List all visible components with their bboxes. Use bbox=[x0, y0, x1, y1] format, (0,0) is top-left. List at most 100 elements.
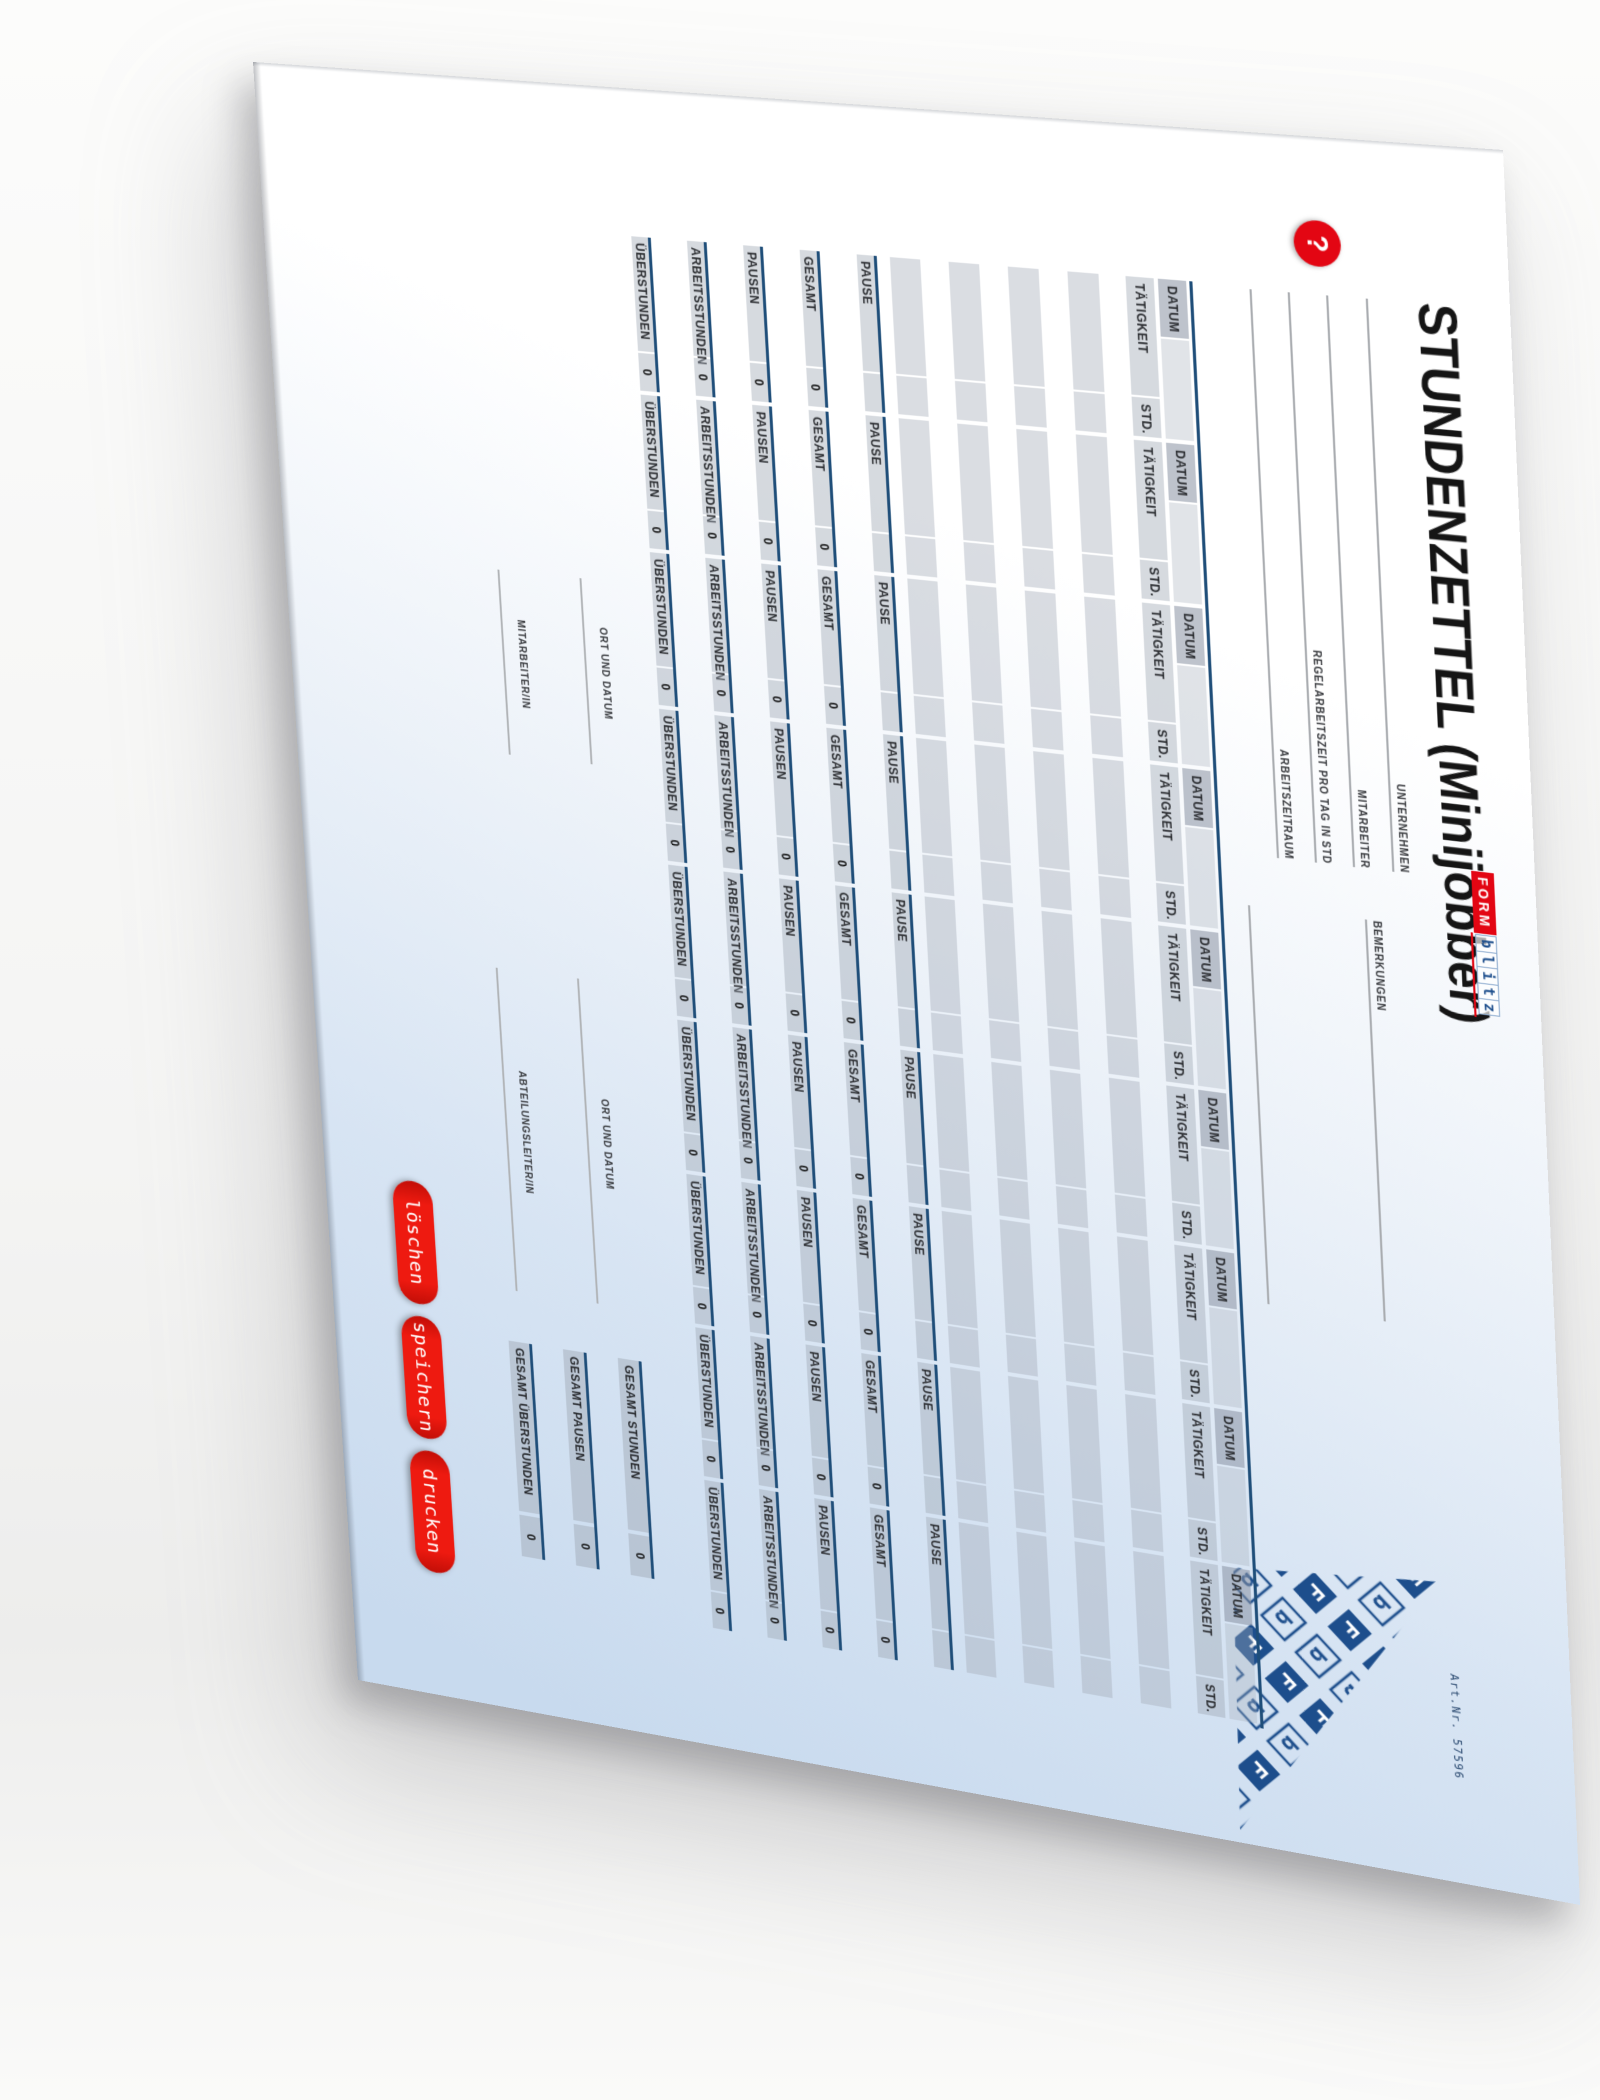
activity-entry-cell[interactable] bbox=[1049, 1069, 1087, 1189]
pause-value-cell[interactable] bbox=[898, 1008, 917, 1048]
bemerkungen-line-2[interactable] bbox=[1247, 905, 1270, 1305]
activity-entry-cell[interactable] bbox=[915, 737, 953, 857]
date-entry-cell[interactable] bbox=[1193, 987, 1226, 1090]
hours-entry-cell[interactable] bbox=[1030, 708, 1064, 751]
hours-entry-cell[interactable] bbox=[1081, 553, 1115, 596]
date-entry-cell[interactable] bbox=[1177, 665, 1211, 768]
activity-entry-cell[interactable] bbox=[1058, 1227, 1095, 1347]
hours-entry-cell[interactable] bbox=[1130, 1509, 1164, 1553]
activity-entry-cell[interactable] bbox=[982, 903, 1020, 1023]
activity-entry-cell[interactable] bbox=[1041, 910, 1078, 1030]
activity-entry-cell[interactable] bbox=[991, 1061, 1028, 1181]
hours-entry-cell[interactable] bbox=[980, 861, 1013, 904]
pause-value-cell[interactable] bbox=[932, 1630, 951, 1670]
activity-entry-cell[interactable] bbox=[1084, 596, 1121, 717]
activity-entry-cell[interactable] bbox=[999, 1219, 1036, 1338]
hours-entry-cell[interactable] bbox=[1106, 1035, 1140, 1078]
activity-entry-cell[interactable] bbox=[907, 578, 944, 698]
activity-entry-cell[interactable] bbox=[1125, 1394, 1162, 1513]
hours-entry-cell[interactable] bbox=[922, 854, 955, 897]
hours-entry-cell[interactable] bbox=[989, 1020, 1022, 1062]
hours-entry-cell[interactable] bbox=[1014, 1490, 1047, 1533]
activity-entry-cell[interactable] bbox=[1067, 271, 1105, 393]
activity-entry-cell[interactable] bbox=[1066, 1384, 1103, 1504]
activity-entry-cell[interactable] bbox=[941, 1210, 978, 1329]
help-button[interactable]: ? bbox=[1292, 218, 1342, 269]
hours-entry-cell[interactable] bbox=[1139, 1665, 1172, 1709]
signature-ort-datum-2[interactable]: ORT UND DATUM bbox=[577, 978, 622, 1308]
date-entry-cell[interactable] bbox=[1160, 338, 1195, 442]
activity-entry-cell[interactable] bbox=[1024, 590, 1062, 711]
pause-value-cell[interactable] bbox=[880, 692, 900, 733]
pause-value-cell[interactable] bbox=[871, 532, 892, 573]
activity-entry-cell[interactable] bbox=[965, 584, 1003, 704]
signature-abteilungsleiter[interactable]: ABTEILUNGSLEITER/IN bbox=[495, 967, 541, 1295]
hours-entry-cell[interactable] bbox=[896, 375, 929, 417]
activity-entry-cell[interactable] bbox=[1092, 757, 1130, 878]
activity-entry-cell[interactable] bbox=[1033, 751, 1070, 871]
pause-value-cell[interactable] bbox=[923, 1475, 943, 1516]
activity-entry-cell[interactable] bbox=[1007, 266, 1045, 387]
hours-entry-cell[interactable] bbox=[1022, 547, 1056, 590]
hours-entry-cell[interactable] bbox=[956, 1481, 989, 1524]
pause-value-cell[interactable] bbox=[915, 1320, 935, 1361]
hours-entry-cell[interactable] bbox=[930, 1012, 963, 1055]
hours-entry-cell[interactable] bbox=[1055, 1186, 1089, 1229]
activity-entry-cell[interactable] bbox=[1100, 918, 1138, 1038]
signature-ort-datum-1[interactable]: ORT UND DATUM bbox=[579, 578, 616, 768]
activity-entry-cell[interactable] bbox=[948, 261, 986, 382]
activity-entry-cell[interactable] bbox=[958, 1522, 995, 1639]
hours-entry-cell[interactable] bbox=[1080, 1655, 1113, 1699]
activity-entry-cell[interactable] bbox=[1075, 434, 1113, 555]
hours-entry-cell[interactable] bbox=[1022, 1645, 1055, 1688]
date-entry-cell[interactable] bbox=[1216, 1465, 1250, 1567]
hours-entry-cell[interactable] bbox=[964, 1635, 997, 1678]
field-bemerkungen[interactable]: BEMERKUNGEN bbox=[1364, 919, 1401, 1324]
pause-value-cell[interactable] bbox=[863, 372, 883, 413]
hours-entry-cell[interactable] bbox=[1014, 386, 1047, 428]
pause-value-cell[interactable] bbox=[906, 1164, 926, 1205]
hours-entry-cell[interactable] bbox=[963, 542, 996, 584]
hours-entry-cell[interactable] bbox=[1114, 1194, 1148, 1237]
hours-entry-cell[interactable] bbox=[972, 702, 1005, 744]
date-entry-cell[interactable] bbox=[1209, 1307, 1242, 1409]
signature-mitarbeiter[interactable]: MITARBEITER/IN bbox=[497, 569, 534, 758]
print-button[interactable]: drucken bbox=[408, 1447, 457, 1577]
activity-entry-cell[interactable] bbox=[898, 418, 936, 538]
delete-button[interactable]: löschen bbox=[391, 1178, 440, 1308]
activity-entry-cell[interactable] bbox=[889, 257, 927, 377]
field-unternehmen[interactable]: UNTERNEHMEN bbox=[1365, 298, 1410, 874]
hours-entry-cell[interactable] bbox=[954, 380, 988, 423]
pause-value-cell[interactable] bbox=[889, 850, 909, 891]
date-entry-cell[interactable] bbox=[1201, 1148, 1234, 1250]
activity-entry-cell[interactable] bbox=[1016, 428, 1054, 549]
hours-entry-cell[interactable] bbox=[1122, 1352, 1156, 1395]
hours-entry-cell[interactable] bbox=[1005, 1334, 1038, 1377]
hours-entry-cell[interactable] bbox=[997, 1177, 1030, 1220]
date-entry-cell[interactable] bbox=[1185, 826, 1219, 929]
save-button[interactable]: speichern bbox=[400, 1313, 448, 1442]
activity-entry-cell[interactable] bbox=[957, 423, 994, 544]
hours-entry-cell[interactable] bbox=[1098, 875, 1132, 918]
hours-entry-cell[interactable] bbox=[913, 695, 946, 738]
activity-entry-cell[interactable] bbox=[974, 744, 1011, 864]
hours-entry-cell[interactable] bbox=[1072, 1500, 1105, 1543]
activity-entry-cell[interactable] bbox=[1116, 1236, 1154, 1356]
activity-entry-cell[interactable] bbox=[924, 896, 961, 1015]
field-regelarbeitszeit[interactable]: REGELARBEITSZEIT PRO TAG IN STD bbox=[1287, 292, 1332, 864]
hours-entry-cell[interactable] bbox=[939, 1169, 972, 1212]
date-entry-cell[interactable] bbox=[1168, 502, 1203, 605]
activity-entry-cell[interactable] bbox=[933, 1054, 970, 1172]
hours-entry-cell[interactable] bbox=[1073, 391, 1107, 434]
activity-entry-cell[interactable] bbox=[950, 1366, 987, 1485]
activity-entry-cell[interactable] bbox=[1007, 1375, 1045, 1494]
hours-entry-cell[interactable] bbox=[1090, 715, 1124, 758]
hours-entry-cell[interactable] bbox=[1047, 1027, 1081, 1070]
date-entry-cell[interactable] bbox=[1224, 1623, 1258, 1724]
activity-entry-cell[interactable] bbox=[1133, 1551, 1170, 1670]
activity-entry-cell[interactable] bbox=[1074, 1541, 1111, 1660]
field-mitarbeiter[interactable]: MITARBEITER bbox=[1326, 295, 1370, 869]
activity-entry-cell[interactable] bbox=[1108, 1077, 1146, 1197]
activity-entry-cell[interactable] bbox=[1016, 1531, 1053, 1649]
hours-entry-cell[interactable] bbox=[1039, 868, 1072, 911]
